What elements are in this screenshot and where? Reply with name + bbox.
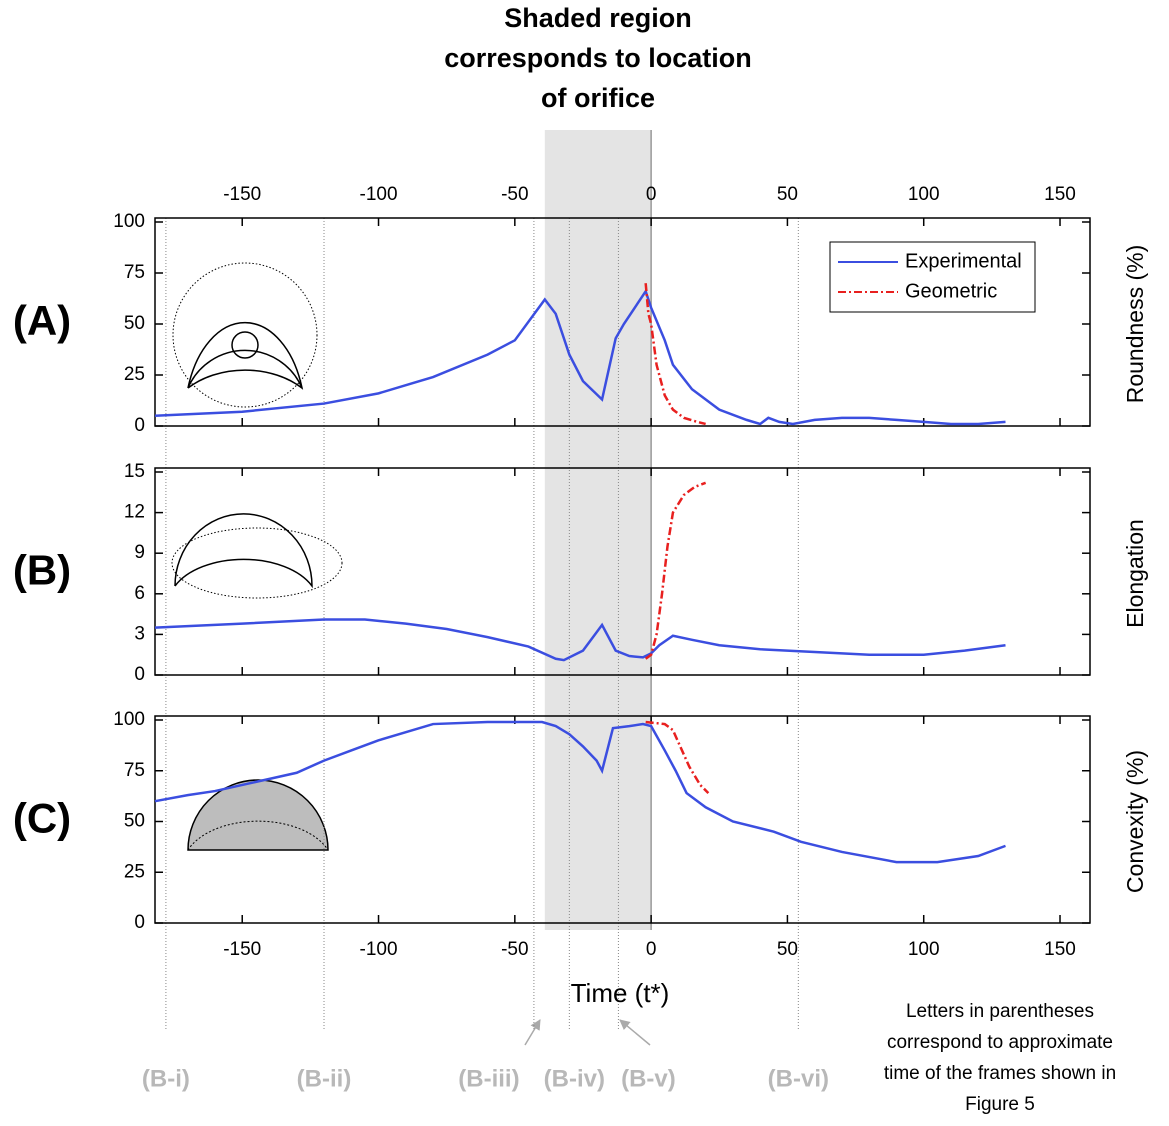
frame-label: (B-iv) (544, 1065, 605, 1092)
y-tick-label: 0 (134, 912, 145, 933)
panel-label: (C) (13, 795, 71, 842)
x-tick-label: 100 (908, 184, 940, 205)
y-tick-label: 75 (124, 262, 145, 283)
y-axis-label: Elongation (1122, 519, 1148, 628)
frame-label: (B-v) (621, 1065, 676, 1092)
y-tick-label: 3 (134, 623, 145, 644)
x-tick-label: -50 (501, 184, 528, 205)
x-tick-label: 50 (777, 184, 798, 205)
x-tick-label: 100 (908, 939, 940, 960)
orifice-shade (544, 130, 652, 930)
legend-label: Experimental (905, 250, 1022, 272)
x-tick-label: 0 (646, 939, 657, 960)
x-tick-label: 50 (777, 939, 798, 960)
x-axis-label: Time (t*) (571, 978, 670, 1008)
series-line (154, 288, 1006, 426)
y-tick-label: 100 (113, 211, 145, 232)
x-tick-label: 0 (646, 184, 657, 205)
y-tick-label: 15 (124, 461, 145, 482)
y-tick-label: 25 (124, 364, 145, 385)
x-tick-label: -150 (223, 939, 261, 960)
note: Letters in parentheses (906, 1001, 1094, 1022)
y-axis-label: Convexity (%) (1122, 750, 1148, 893)
note: time of the frames shown in (884, 1063, 1116, 1084)
roundness-icon (172, 262, 318, 408)
elongation-icon (171, 513, 343, 599)
series-line (154, 720, 1006, 864)
panel-label: (A) (13, 297, 71, 344)
y-tick-label: 75 (124, 760, 145, 781)
y-tick-label: 50 (124, 811, 145, 832)
plot-frame (154, 467, 1091, 676)
annotation: Shaded region (504, 3, 692, 33)
convexity-icon (187, 779, 329, 851)
note: Figure 5 (965, 1094, 1035, 1115)
y-tick-label: 12 (124, 502, 145, 523)
legend-label: Geometric (905, 280, 997, 302)
y-tick-label: 100 (113, 709, 145, 730)
annotation: corresponds to location (444, 43, 752, 73)
x-tick-label: 150 (1044, 939, 1076, 960)
x-tick-label: -100 (360, 184, 398, 205)
x-tick-label: 150 (1044, 184, 1076, 205)
plot-frame (154, 217, 1091, 427)
y-tick-label: 6 (134, 583, 145, 604)
plot-frame (154, 715, 1091, 924)
annotation: of orifice (541, 83, 655, 113)
y-tick-label: 9 (134, 542, 145, 563)
y-tick-label: 25 (124, 861, 145, 882)
y-tick-label: 0 (134, 664, 145, 685)
x-tick-label: -150 (223, 184, 261, 205)
arrow (524, 1019, 541, 1046)
series-line (645, 720, 710, 794)
y-tick-label: 50 (124, 313, 145, 334)
series-line (644, 481, 707, 660)
x-tick-label: -100 (360, 939, 398, 960)
series-line (154, 618, 1006, 662)
note: correspond to approximate (887, 1032, 1113, 1053)
series-line (644, 283, 706, 426)
frame-label: (B-ii) (297, 1065, 352, 1092)
y-tick-label: 0 (134, 415, 145, 436)
frame-label: (B-vi) (768, 1065, 829, 1092)
legend-box (829, 241, 1036, 313)
arrow (619, 1019, 651, 1046)
frame-label: (B-iii) (458, 1065, 519, 1092)
frame-label: (B-i) (142, 1065, 190, 1092)
x-tick-label: -50 (501, 939, 528, 960)
panel-label: (B) (13, 547, 71, 594)
y-axis-label: Roundness (%) (1122, 245, 1148, 404)
